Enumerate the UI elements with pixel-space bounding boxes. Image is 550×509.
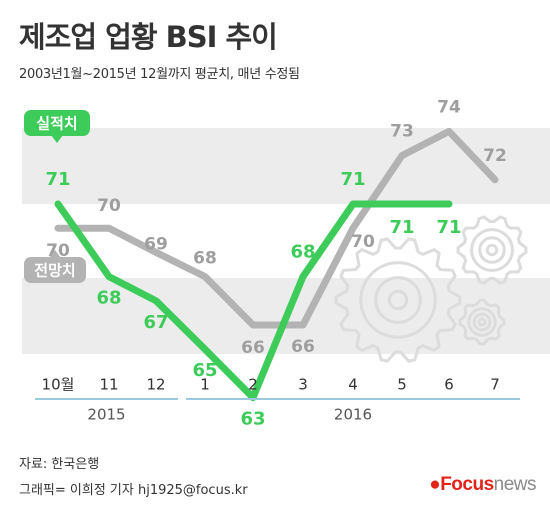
x-tick-label: 11 bbox=[99, 376, 118, 394]
forecast-value-label: 66 bbox=[291, 337, 315, 357]
actual-value-label: 71 bbox=[436, 217, 461, 238]
actual-line bbox=[54, 200, 453, 402]
legend-actual-label: 실적치 bbox=[36, 115, 77, 133]
legend-forecast-label: 전망치 bbox=[34, 262, 75, 280]
gear-medium-icon-ring-inner bbox=[478, 236, 506, 264]
gear-small-icon-ring bbox=[467, 307, 497, 337]
x-tick-label: 2 bbox=[248, 376, 258, 394]
forecast-value-label: 73 bbox=[390, 122, 414, 142]
forecast-value-label: 74 bbox=[437, 97, 461, 117]
x-tick-label: 12 bbox=[146, 376, 165, 394]
x-tick-label: 4 bbox=[348, 376, 358, 394]
forecast-value-label: 69 bbox=[144, 234, 168, 254]
gear-medium-icon-teeth bbox=[456, 215, 528, 285]
actual-value-label: 71 bbox=[340, 169, 365, 190]
chart-subtitle: 2003년1월~2015년 12월까지 평균치, 매년 수정됨 bbox=[19, 67, 300, 82]
actual-value-label: 71 bbox=[389, 217, 414, 238]
credit-note: 그래픽= 이희정 기자 hj1925@focus.kr bbox=[19, 483, 248, 498]
actual-value-label: 68 bbox=[290, 242, 315, 263]
forecast-value-label: 70 bbox=[351, 232, 375, 252]
gear-small-icon-hub bbox=[477, 317, 487, 327]
legend-actual-box bbox=[24, 110, 90, 136]
gear-icon bbox=[334, 215, 528, 363]
gear-small-icon-ring-inner bbox=[472, 312, 492, 332]
logo-news: news bbox=[493, 474, 537, 495]
gear-large-icon-ring bbox=[359, 261, 437, 339]
x-tick-label: 5 bbox=[397, 376, 407, 394]
legend-actual: 실적치 bbox=[24, 110, 90, 143]
x-tick-label: 3 bbox=[298, 376, 308, 394]
actual-value-label: 63 bbox=[240, 409, 265, 430]
year-label: 2016 bbox=[334, 406, 372, 424]
logo-mark-icon: ● bbox=[429, 474, 441, 495]
forecast-line bbox=[54, 127, 499, 329]
forecast-value-label: 72 bbox=[483, 146, 507, 166]
forecast-value-label: 70 bbox=[97, 196, 121, 216]
gear-small-icon-teeth bbox=[458, 298, 506, 346]
legend-forecast-box bbox=[24, 257, 86, 283]
focusnews-logo: ●Focusnews bbox=[429, 474, 536, 496]
source-note: 자료: 한국은행 bbox=[19, 457, 100, 472]
x-tick-label: 10월 bbox=[42, 376, 75, 394]
gear-large-icon-hub bbox=[387, 289, 409, 311]
gear-medium-icon-ring bbox=[470, 228, 514, 272]
x-tick-label: 1 bbox=[200, 376, 210, 394]
band-upper bbox=[22, 128, 550, 204]
actual-value-label: 71 bbox=[45, 169, 70, 190]
legend-forecast-pointer bbox=[49, 250, 61, 258]
logo-focus: Focus bbox=[440, 474, 494, 495]
year-label: 2015 bbox=[87, 406, 125, 424]
gear-large-icon-ring-inner bbox=[374, 276, 422, 324]
legend-actual-pointer bbox=[51, 135, 63, 143]
legend-forecast: 전망치 bbox=[24, 250, 86, 283]
actual-value-label: 67 bbox=[143, 312, 168, 333]
x-tick-label: 7 bbox=[490, 376, 500, 394]
gear-large-icon bbox=[334, 237, 462, 363]
forecast-value-label: 66 bbox=[241, 338, 265, 358]
forecast-value-label: 68 bbox=[193, 249, 217, 269]
chart-title: 제조업 업황 BSI 추이 bbox=[19, 20, 278, 54]
actual-value-label: 68 bbox=[96, 288, 121, 309]
gear-medium-icon-hub bbox=[485, 243, 499, 257]
actual-value-label: 65 bbox=[192, 360, 217, 381]
gear-medium-icon bbox=[456, 215, 528, 285]
x-tick-label: 6 bbox=[444, 376, 454, 394]
gear-large-icon-teeth bbox=[334, 237, 462, 363]
gear-small-icon bbox=[458, 298, 506, 346]
